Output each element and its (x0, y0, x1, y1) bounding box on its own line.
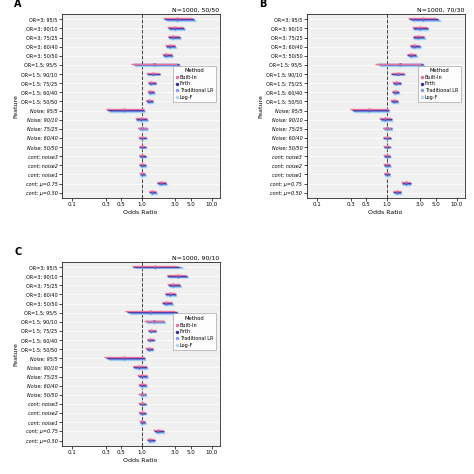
Text: N=1000, 50/50: N=1000, 50/50 (173, 8, 219, 12)
Y-axis label: Feature: Feature (258, 94, 264, 118)
Legend: Built-In, Firth, Traditional LR, Log-F: Built-In, Firth, Traditional LR, Log-F (419, 65, 461, 102)
Text: N=1000, 90/10: N=1000, 90/10 (173, 255, 219, 260)
Text: C: C (14, 246, 21, 256)
X-axis label: Odds Ratio: Odds Ratio (123, 210, 158, 215)
Legend: Built-In, Firth, Traditional LR, Log-F: Built-In, Firth, Traditional LR, Log-F (173, 65, 216, 102)
Text: B: B (259, 0, 266, 9)
X-axis label: Odds Ratio: Odds Ratio (123, 457, 158, 463)
Legend: Built-In, Firth, Traditional LR, Log-F: Built-In, Firth, Traditional LR, Log-F (173, 313, 216, 350)
Y-axis label: Feature: Feature (13, 342, 18, 366)
X-axis label: Odds Ratio: Odds Ratio (368, 210, 403, 215)
Text: N=1000, 70/30: N=1000, 70/30 (417, 8, 465, 12)
Y-axis label: Feature: Feature (13, 94, 18, 118)
Text: A: A (14, 0, 22, 9)
